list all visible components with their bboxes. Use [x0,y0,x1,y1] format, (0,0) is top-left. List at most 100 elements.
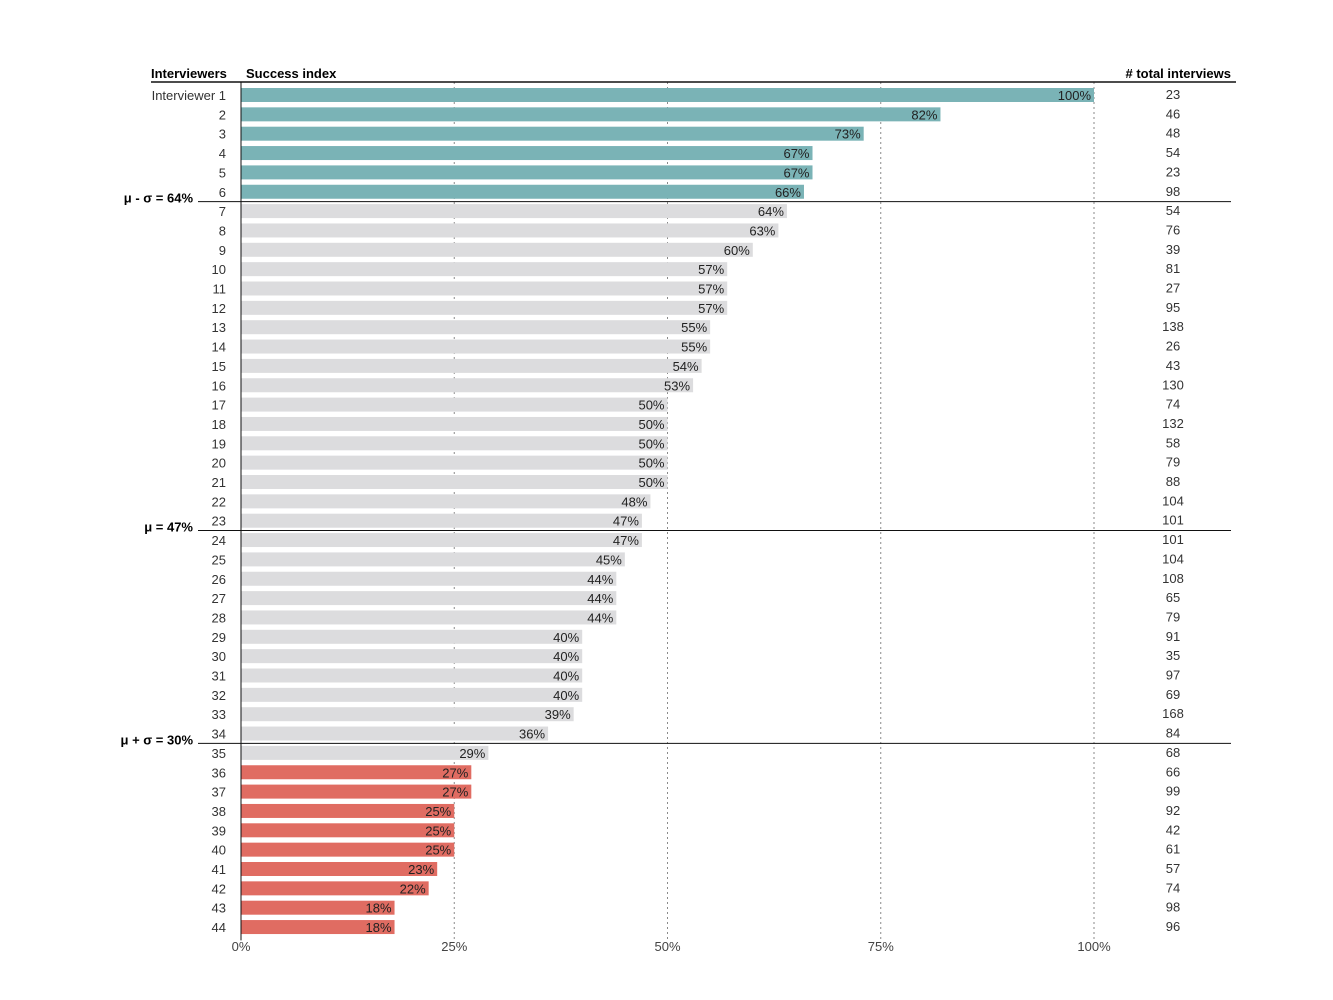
bar-value-label: 27% [442,785,468,800]
total-interviews-label: 79 [1166,455,1180,470]
interviewer-label: 32 [212,688,226,703]
bar [241,300,728,315]
total-interviews-label: 74 [1166,880,1180,895]
bar [241,726,549,741]
total-interviews-label: 96 [1166,919,1180,934]
bar [241,610,617,625]
total-interviews-label: 54 [1166,203,1180,218]
total-interviews-label: 43 [1166,358,1180,373]
bar [241,107,941,122]
bar-value-label: 57% [698,301,724,316]
interviewer-label: 13 [212,320,226,335]
total-interviews-label: 98 [1166,900,1180,915]
bar [241,455,668,470]
total-interviews-label: 69 [1166,687,1180,702]
interviewer-label: 4 [219,146,226,161]
interviewer-label: 31 [212,669,226,684]
bar-value-label: 18% [366,901,392,916]
interviewer-label: 41 [212,862,226,877]
total-interviews-label: 68 [1166,745,1180,760]
total-interviews-label: 99 [1166,784,1180,799]
bar [241,475,668,489]
bar-value-label: 22% [400,881,426,896]
bar [241,765,472,780]
reference-line-label: μ - σ = 64% [124,191,194,206]
bar [241,842,455,857]
reference-lines [151,81,1236,941]
bar-value-label: 100% [1058,88,1092,103]
interviewer-label: 26 [212,572,226,587]
total-interviews-label: 91 [1166,629,1180,644]
total-interviews-label: 48 [1166,126,1180,141]
x-tick-label: 25% [441,939,467,954]
interviewer-label: 38 [212,804,226,819]
bar [241,339,711,354]
interviewer-label: 22 [212,494,226,509]
interviewer-label: 40 [212,843,226,858]
total-interviews-label: 26 [1166,339,1180,354]
bar [241,146,813,161]
total-interviews-label: 66 [1166,764,1180,779]
bar [241,745,489,760]
total-interviews-label: 42 [1166,822,1180,837]
interviewer-label: 5 [219,165,226,180]
bar [241,649,583,664]
total-interviews-label: 84 [1166,726,1180,741]
bar [241,920,395,935]
bar-value-label: 57% [698,262,724,277]
total-interviews-label: 98 [1166,184,1180,199]
bar [241,416,668,431]
total-interviews-label: 88 [1166,474,1180,489]
interviewer-label: 16 [212,378,226,393]
bar-value-label: 39% [545,707,571,722]
interviewer-label: 25 [212,552,226,567]
bar-value-label: 18% [366,920,392,935]
interviewer-label: 37 [212,785,226,800]
interviewer-label: 8 [219,223,226,238]
bar [241,629,583,644]
total-interviews-label: 57 [1166,861,1180,876]
bar-value-label: 44% [587,572,613,587]
x-tick-label: 0% [232,939,251,954]
bar [241,881,429,896]
bar-value-label: 55% [681,340,707,355]
bar-value-label: 36% [519,727,545,742]
bar-value-label: 53% [664,378,690,393]
total-interviews-label: 138 [1162,319,1184,334]
total-interviews-label: 39 [1166,242,1180,257]
interviewer-label: 39 [212,823,226,838]
bar-value-label: 66% [775,185,801,200]
bar-value-label: 23% [408,862,434,877]
reference-line-label: μ + σ = 30% [121,732,194,747]
bar-value-label: 64% [758,204,784,219]
total-interviews-label: 23 [1166,87,1180,102]
total-interviews-label: 132 [1162,416,1184,431]
total-interviews-label: 168 [1162,706,1184,721]
value-header: Success index [246,66,337,81]
bar-value-label: 48% [621,494,647,509]
interviewer-label: 12 [212,301,226,316]
bar-value-label: 40% [553,688,579,703]
bar-value-label: 63% [749,223,775,238]
bar-value-label: 73% [835,127,861,142]
interviewer-label: Interviewer 1 [152,88,226,103]
interviewer-label: 10 [212,262,226,277]
bar-value-label: 67% [783,165,809,180]
bar [241,281,728,296]
bar-value-label: 25% [425,823,451,838]
bar-value-label: 82% [911,107,937,122]
interviewer-label: 34 [212,727,226,742]
category-header: Interviewers [151,66,227,81]
bar [241,900,395,915]
total-interviews-label: 101 [1162,532,1184,547]
interviewer-label: 15 [212,359,226,374]
bar-value-label: 57% [698,282,724,297]
bar-value-label: 47% [613,514,639,529]
interviewer-label: 29 [212,630,226,645]
interviewer-label: 20 [212,456,226,471]
total-interviews-label: 23 [1166,164,1180,179]
bar [241,320,711,335]
total-interviews-label: 104 [1162,493,1184,508]
bar [241,494,651,509]
bar-value-label: 54% [673,359,699,374]
